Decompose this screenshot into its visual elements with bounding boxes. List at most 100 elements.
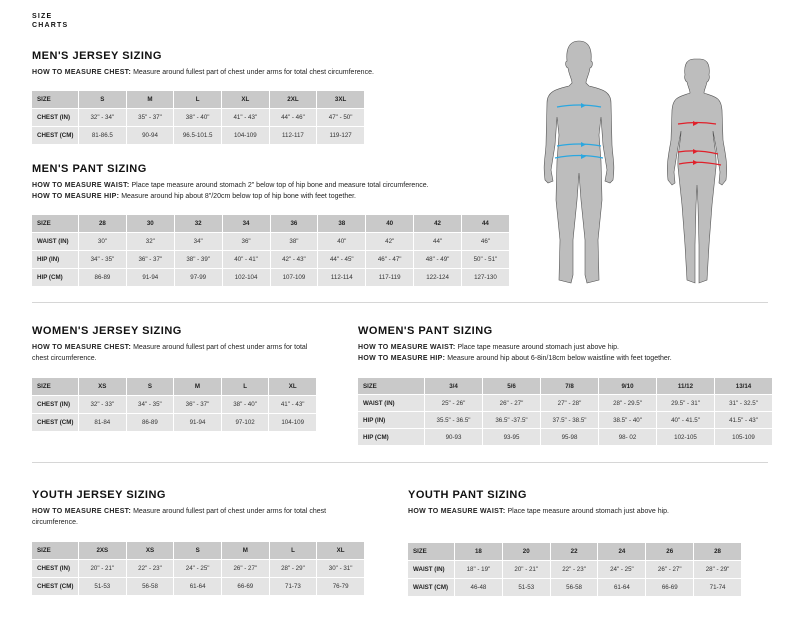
table-cell: 44" (414, 233, 461, 250)
header-row: SIZE 18 20 22 24 26 28 (408, 543, 741, 560)
table-row: CHEST (IN) 20" - 21" 22" - 23" 24" - 25" 26"… (32, 560, 364, 577)
table-row: HIP (IN) 34" - 35" 36" - 37" 38" - 39" 40" -… (32, 251, 509, 268)
section-title: MEN'S JERSEY SIZING (32, 50, 162, 62)
table-row: HIP (CM) 90-93 93-95 95-98 98- 02 102-105 105-… (358, 429, 772, 445)
table-cell: 26" - 27" (483, 395, 540, 411)
table-cell: 122-124 (414, 269, 461, 286)
table-cell: 97-99 (174, 269, 222, 286)
table-cell: 41" - 43" (221, 109, 269, 126)
table-cell: 32" - 34" (79, 109, 126, 126)
row-label: SIZE (32, 215, 78, 232)
table-cell: 28" - 29" (694, 561, 741, 578)
table-cell: XS (79, 378, 126, 395)
instruction-line: HOW TO MEASURE CHEST: Measure around ful… (32, 342, 322, 364)
table-cell: S (174, 542, 221, 559)
table-cell: L (174, 91, 221, 108)
table-cell: 61-64 (598, 579, 646, 596)
table-cell: 24" - 25" (598, 561, 646, 578)
table-row: CHEST (CM) 51-53 56-58 61-64 66-69 71-73 76-79 (32, 578, 364, 595)
table-cell: 40 (366, 215, 414, 232)
section-title: WOMEN'S PANT SIZING (358, 325, 493, 337)
table-cell: 56-58 (550, 579, 598, 596)
table-cell: 36" - 37" (126, 251, 174, 268)
divider (32, 462, 768, 463)
table-cell: 71-73 (269, 578, 317, 595)
table-cell: 7/8 (541, 378, 598, 394)
instruction-label: HOW TO MEASURE WAIST: (32, 182, 130, 189)
table-cell: 42 (414, 215, 461, 232)
table-cell: 51-53 (502, 579, 550, 596)
instruction-text: Place tape measure around stomach just a… (455, 344, 620, 351)
table-cell: 30 (126, 215, 174, 232)
instruction-label: HOW TO MEASURE HIP: (358, 355, 446, 362)
table-cell: 50" - 51" (462, 251, 509, 268)
row-label: CHEST (CM) (32, 578, 78, 595)
instructions: HOW TO MEASURE WAIST: Place tape measure… (358, 342, 800, 364)
heading-line-1: SIZE (32, 13, 53, 20)
table-cell: 127-130 (462, 269, 509, 286)
table-cell: 119-127 (317, 127, 364, 144)
row-label: CHEST (IN) (32, 109, 78, 126)
table-cell: 66-69 (646, 579, 694, 596)
row-label: SIZE (32, 91, 78, 108)
table-cell: 76-79 (317, 578, 364, 595)
instruction-text: Place tape measure around stomach 2" bel… (129, 182, 429, 189)
row-label: WAIST (IN) (358, 395, 424, 411)
section-title: MEN'S PANT SIZING (32, 163, 147, 175)
table-cell: 5/6 (483, 378, 540, 394)
table-cell: 105-109 (715, 429, 772, 445)
table-cell: L (269, 542, 317, 559)
table-cell: 26" - 27" (646, 561, 694, 578)
divider (32, 302, 768, 303)
size-charts-heading: SIZE CHARTS (32, 12, 68, 30)
table-cell: 96.5-101.5 (174, 127, 221, 144)
table-cell: 37.5" - 38.5" (541, 412, 598, 428)
table-cell: 95-98 (541, 429, 598, 445)
table-cell: 102-105 (657, 429, 714, 445)
instructions: HOW TO MEASURE WAIST: Place tape measure… (408, 506, 800, 517)
table-cell: 2XL (269, 91, 317, 108)
table-cell: 34 (222, 215, 270, 232)
table-cell: 24" - 25" (174, 560, 221, 577)
instruction-text: Place tape measure around stomach just a… (505, 508, 670, 515)
female-figure-icon (667, 58, 727, 284)
row-label: CHEST (IN) (32, 396, 78, 413)
table-cell: 46" - 47" (366, 251, 414, 268)
table-cell: 107-109 (270, 269, 318, 286)
table-cell: XS (126, 542, 174, 559)
table-cell: 42" (366, 233, 414, 250)
table-cell: 22" - 23" (126, 560, 174, 577)
table-cell: M (174, 378, 221, 395)
table-cell: 18" - 19" (455, 561, 502, 578)
instruction-text: Measure around fullest part of chest und… (32, 508, 327, 526)
table-cell: S (126, 378, 174, 395)
row-label: CHEST (IN) (32, 560, 78, 577)
table-cell: 32" - 33" (79, 396, 126, 413)
table-cell: 26" - 27" (221, 560, 269, 577)
table-row: WAIST (IN) 30" 32" 34" 36" 38" 40" 42" 44" 46" (32, 233, 509, 250)
table-cell: 44" - 46" (269, 109, 317, 126)
mens-jersey-section: MEN'S JERSEY SIZING HOW TO MEASURE CHEST:… (31, 50, 512, 145)
row-label: SIZE (32, 542, 78, 559)
table-cell: 98- 02 (599, 429, 656, 445)
header-row: SIZE XS S M L XL (32, 378, 316, 395)
table-cell: 71-74 (694, 579, 741, 596)
table-cell: 13/14 (715, 378, 772, 394)
row-label: HIP (IN) (358, 412, 424, 428)
table-cell: 20" - 21" (79, 560, 126, 577)
table-cell: 93-95 (483, 429, 540, 445)
row-label: SIZE (32, 378, 78, 395)
row-label: SIZE (358, 378, 424, 394)
table-cell: 38.5" - 40" (599, 412, 656, 428)
row-label: HIP (CM) (358, 429, 424, 445)
table-cell: 34" - 35" (126, 396, 174, 413)
table-cell: 35" - 37" (126, 109, 174, 126)
table-cell: 40" (318, 233, 366, 250)
table-cell: 2XS (79, 542, 126, 559)
instruction-line: HOW TO MEASURE WAIST: Place tape measure… (408, 506, 800, 517)
table-cell: 41" - 43" (269, 396, 316, 413)
size-table: SIZE 3/4 5/6 7/8 9/10 11/12 13/14 WAIST (IN) 25"… (357, 377, 773, 446)
table-cell: 40" - 41.5" (657, 412, 714, 428)
table-cell: 91-94 (126, 269, 174, 286)
table-row: HIP (CM) 86-89 91-94 97-99 102-104 107-109 112… (32, 269, 509, 286)
